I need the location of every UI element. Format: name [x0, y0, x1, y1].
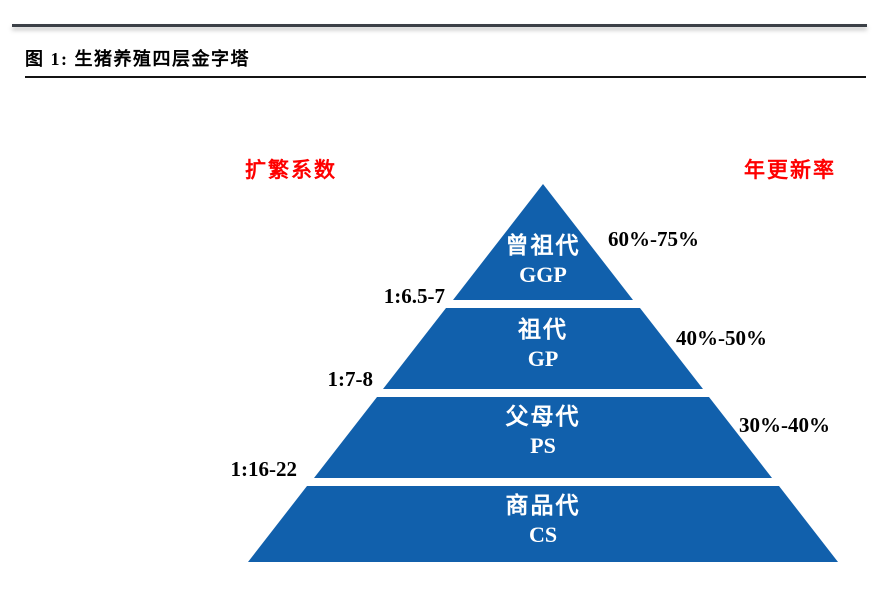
layer-name-cn: 曾祖代	[505, 233, 581, 258]
pyramid-layer-cs-shape	[248, 486, 838, 562]
layer-code: CS	[528, 522, 558, 547]
right-column-header: 年更新率	[744, 158, 836, 182]
top-divider-rule	[12, 24, 867, 27]
layer-name-cn: 祖代	[518, 317, 568, 342]
left-column-header: 扩繁系数	[245, 158, 337, 182]
layer-label-ps: 父母代 PS	[506, 403, 581, 461]
layer-label-ggp: 曾祖代 GGP	[506, 232, 581, 290]
renewal-rate-ps: 30%-40%	[739, 413, 830, 437]
layer-name-cn: 父母代	[505, 404, 581, 429]
layer-code: PS	[530, 433, 556, 458]
renewal-rate-ggp: 60%-75%	[608, 227, 699, 251]
layer-label-cs: 商品代 CS	[506, 492, 581, 550]
layer-code: GP	[527, 346, 559, 371]
expansion-ratio-ps-cs: 1:16-22	[230, 457, 298, 481]
title-underline-rule	[25, 76, 866, 78]
pyramid-layer-gp-shape	[383, 308, 703, 389]
pyramid-layer-ggp-shape	[453, 184, 633, 300]
renewal-rate-gp: 40%-50%	[676, 326, 767, 350]
pyramid-layer-ps-shape	[314, 397, 772, 478]
layer-name-cn: 商品代	[505, 493, 581, 518]
figure-title: 图 1: 生猪养殖四层金字塔	[25, 49, 250, 69]
expansion-ratio-gp-ps: 1:7-8	[327, 367, 374, 391]
layer-code: GGP	[519, 262, 567, 287]
expansion-ratio-ggp-gp: 1:6.5-7	[383, 284, 445, 308]
layer-label-gp: 祖代 GP	[518, 316, 568, 374]
